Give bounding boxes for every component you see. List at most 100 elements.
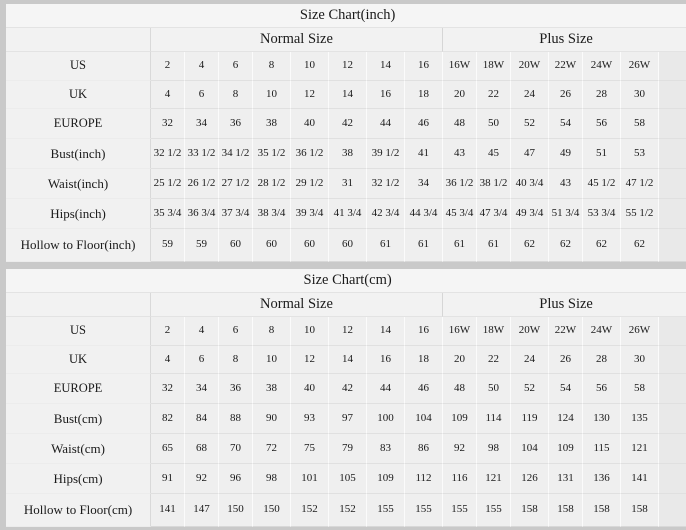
data-cell: 124: [549, 404, 583, 434]
data-cell: 62: [583, 229, 621, 262]
data-cell: 24: [511, 81, 549, 109]
data-cell: 37 3/4: [219, 199, 253, 229]
data-cell: 4: [151, 346, 185, 374]
group-header-plus-size: Plus Size: [443, 293, 686, 317]
data-cell-spacer: [659, 229, 686, 262]
data-cell: 38 3/4: [253, 199, 291, 229]
data-cell: 46: [405, 374, 443, 404]
data-cell: 40: [291, 109, 329, 139]
data-cell: 47 1/2: [621, 169, 659, 199]
data-cell: 70: [219, 434, 253, 464]
data-cell: 155: [443, 494, 477, 527]
size-chart-inch-block: Size Chart(inch) Normal Size Plus Size US 2…: [6, 4, 686, 262]
data-cell: 41: [405, 139, 443, 169]
data-cell: 10: [253, 346, 291, 374]
data-cell: 62: [511, 229, 549, 262]
data-cell: 10: [253, 81, 291, 109]
data-cell: 41 3/4: [329, 199, 367, 229]
data-cell: 16W: [443, 52, 477, 81]
data-cell: 105: [329, 464, 367, 494]
data-cell: 48: [443, 109, 477, 139]
data-cell: 52: [511, 109, 549, 139]
data-cell: 10: [291, 52, 329, 81]
data-cell: 46: [405, 109, 443, 139]
data-cell: 20: [443, 346, 477, 374]
data-cell: 27 1/2: [219, 169, 253, 199]
size-chart-cm-table: Size Chart(cm) Normal Size Plus Size US 2 4 6…: [6, 269, 686, 527]
data-cell: 115: [583, 434, 621, 464]
data-cell: 4: [185, 52, 219, 81]
data-cell: 44: [367, 109, 405, 139]
data-cell: 119: [511, 404, 549, 434]
data-cell: 61: [405, 229, 443, 262]
chart-cm-title: Size Chart(cm): [6, 269, 686, 293]
row-header-label: Waist(cm): [6, 434, 151, 464]
data-cell: 36: [219, 374, 253, 404]
data-cell: 31: [329, 169, 367, 199]
data-cell: 26 1/2: [185, 169, 219, 199]
data-cell: 20: [443, 81, 477, 109]
data-cell: 121: [621, 434, 659, 464]
size-chart-inch-table: Size Chart(inch) Normal Size Plus Size US 2…: [6, 4, 686, 262]
data-cell: 65: [151, 434, 185, 464]
data-cell: 8: [253, 52, 291, 81]
data-cell: 152: [291, 494, 329, 527]
data-cell: 35 3/4: [151, 199, 185, 229]
data-cell: 14: [329, 81, 367, 109]
data-cell: 101: [291, 464, 329, 494]
data-cell: 91: [151, 464, 185, 494]
data-cell-spacer: [659, 404, 686, 434]
data-cell: 28 1/2: [253, 169, 291, 199]
data-cell: 34: [405, 169, 443, 199]
data-cell: 158: [549, 494, 583, 527]
data-cell: 53 3/4: [583, 199, 621, 229]
data-cell: 62: [549, 229, 583, 262]
data-cell: 100: [367, 404, 405, 434]
data-cell: 22: [477, 346, 511, 374]
data-cell: 30: [621, 81, 659, 109]
data-cell: 2: [151, 317, 185, 346]
data-cell: 14: [329, 346, 367, 374]
table-row: Waist(cm) 65 68 70 72 75 79 83 86 92 98 104 109 115 12…: [6, 434, 686, 464]
data-cell: 38: [329, 139, 367, 169]
data-cell: 131: [549, 464, 583, 494]
data-cell: 56: [583, 109, 621, 139]
row-header-label: UK: [6, 81, 151, 109]
data-cell: 48: [443, 374, 477, 404]
data-cell: 32 1/2: [151, 139, 185, 169]
data-cell: 25 1/2: [151, 169, 185, 199]
data-cell: 98: [477, 434, 511, 464]
data-cell: 45 1/2: [583, 169, 621, 199]
data-cell: 38: [253, 374, 291, 404]
data-cell: 130: [583, 404, 621, 434]
data-cell: 97: [329, 404, 367, 434]
table-row: Bust(cm) 82 84 88 90 93 97 100 104 109 114 119 124 13…: [6, 404, 686, 434]
data-cell: 104: [405, 404, 443, 434]
data-cell: 36 1/2: [443, 169, 477, 199]
data-cell: 47: [511, 139, 549, 169]
data-cell: 38 1/2: [477, 169, 511, 199]
chart-cm-title-row: Size Chart(cm): [6, 269, 686, 293]
data-cell: 92: [443, 434, 477, 464]
data-cell: 18W: [477, 317, 511, 346]
data-cell: 24W: [583, 52, 621, 81]
row-header-label: US: [6, 317, 151, 346]
data-cell-spacer: [659, 374, 686, 404]
data-cell: 4: [151, 81, 185, 109]
data-cell: 75: [291, 434, 329, 464]
data-cell: 109: [549, 434, 583, 464]
data-cell: 40 3/4: [511, 169, 549, 199]
group-header-corner-blank: [6, 28, 151, 52]
data-cell: 45 3/4: [443, 199, 477, 229]
table-row: Hollow to Floor(inch) 59 59 60 60 60 60 61 61 61 6…: [6, 229, 686, 262]
data-cell: 28: [583, 81, 621, 109]
data-cell: 6: [219, 317, 253, 346]
data-cell: 6: [185, 346, 219, 374]
data-cell: 49: [549, 139, 583, 169]
row-header-label: EUROPE: [6, 374, 151, 404]
data-cell: 84: [185, 404, 219, 434]
data-cell: 10: [291, 317, 329, 346]
data-cell: 20W: [511, 52, 549, 81]
data-cell: 126: [511, 464, 549, 494]
data-cell: 42: [329, 374, 367, 404]
